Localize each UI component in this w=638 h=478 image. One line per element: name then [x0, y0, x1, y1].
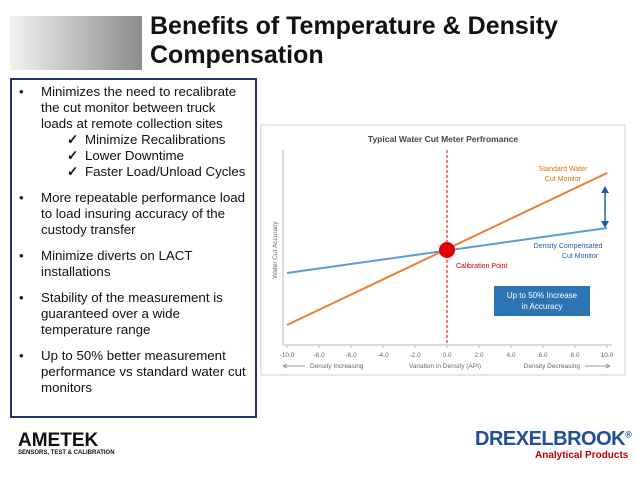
callout-text: in Accuracy [522, 302, 563, 311]
check-item: Lower Downtime [41, 148, 250, 164]
x-tick-label: -4.0 [377, 352, 389, 359]
check-item: Minimize Recalibrations [41, 132, 250, 148]
standard-label: Cut Monitor [545, 176, 582, 183]
bullet: Stability of the measurement is guarante… [17, 290, 250, 338]
x-tick-label: -2.0 [409, 352, 421, 359]
compensated-label: Density Compensated [534, 243, 603, 250]
bullet-text: Minimizes the need to recalibrate the cu… [41, 84, 237, 131]
calibration-point [439, 242, 455, 258]
bullet-list: Minimizes the need to recalibrate the cu… [17, 84, 250, 396]
compensated-label: Cut Monitor [562, 253, 599, 260]
calibration-label: Calibration Point [456, 263, 507, 270]
x-tick-label: 2.0 [474, 352, 483, 359]
x-tick-label: 10.0 [601, 352, 614, 359]
bullet: Up to 50% better measurement performance… [17, 348, 250, 396]
x-tick-label: -10.0 [280, 352, 295, 359]
drexelbrook-name: DREXELBROOK [475, 428, 626, 450]
callout-box [494, 286, 590, 316]
x-tick-label: 0.0 [442, 352, 451, 359]
x-tick-label: 4.0 [506, 352, 515, 359]
ametek-logo: AMETEK [18, 430, 99, 451]
standard-label: Standard Water [539, 166, 588, 173]
slide-title: Benefits of Temperature & Density Compen… [150, 12, 558, 69]
check-item: Faster Load/Unload Cycles [41, 164, 250, 180]
x-right-label: Density Decreasing [524, 363, 581, 370]
drexelbrook-tagline: Analytical Products [535, 450, 629, 461]
bullet-box: Minimizes the need to recalibrate the cu… [10, 78, 257, 418]
x-tick-label: -6.0 [345, 352, 357, 359]
x-tick-label: 8.0 [570, 352, 579, 359]
bullet: Minimize diverts on LACT installations [17, 248, 250, 280]
bullet: More repeatable performance load to load… [17, 190, 250, 238]
check-list: Minimize Recalibrations Lower Downtime F… [41, 132, 250, 180]
drexelbrook-logo: DREXELBROOK® [475, 428, 632, 451]
registered-mark: ® [625, 429, 632, 440]
chart-title: Typical Water Cut Meter Perfromance [368, 134, 518, 144]
direction-arrows [282, 363, 611, 369]
x-left-label: Density Increasing [310, 363, 364, 370]
x-tick-label: -8.0 [313, 352, 325, 359]
title-accent [10, 16, 142, 70]
ametek-tagline: SENSORS, TEST & CALIBRATION [18, 450, 115, 456]
y-axis-label: Water Cut Accuracy [272, 221, 279, 279]
x-axis-label: Variation in Density (API) [409, 363, 481, 370]
callout-text: Up to 50% Increase [507, 291, 578, 300]
x-tick-label: 6.0 [538, 352, 547, 359]
bullet: Minimizes the need to recalibrate the cu… [17, 84, 250, 180]
